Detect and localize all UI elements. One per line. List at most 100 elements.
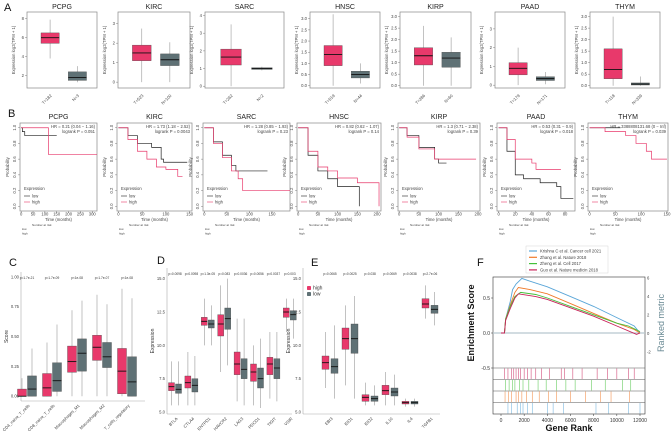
x-tick-label: 60 <box>546 212 551 217</box>
km-curve-high <box>298 127 380 207</box>
risk-row-label-high: high <box>400 232 406 236</box>
x-tick-label: T_cells_regulatory <box>103 403 131 431</box>
y-tick-label: 0.0 <box>580 203 585 209</box>
panel-label-b: B <box>8 108 15 120</box>
y-tick-label: 1.0 <box>109 124 114 130</box>
x-tick-label: 0 <box>500 418 503 424</box>
box-high-box <box>250 363 257 382</box>
y-tick-label: 1.00 <box>11 274 20 279</box>
chart-title: PAAD <box>527 114 546 121</box>
box-high-box <box>283 307 290 318</box>
y-tick-label: 1 <box>113 60 116 65</box>
logrank-p-text: logrank P = 0.0043 <box>155 129 191 134</box>
panel-label-e: E <box>311 257 318 269</box>
x-tick-label: HAVCR2 <box>213 416 229 432</box>
y-tick-label: 2.5 <box>391 26 397 31</box>
p-value-label: p=0.0098 <box>185 272 199 276</box>
km-curve-high <box>204 127 290 191</box>
legend-swatch-low <box>307 292 311 296</box>
risk-row-label-low: low <box>499 227 504 231</box>
y-tick-label: 4 <box>22 54 25 59</box>
legend-title: Expression <box>121 186 142 191</box>
legend-label-high: high <box>313 286 323 292</box>
risk-table-title: Number at risk <box>509 223 529 227</box>
y-tick-label: 0.25 <box>11 364 20 369</box>
y-tick-label: 0.0 <box>109 203 114 209</box>
y-tick-label: 1.0 <box>489 124 494 130</box>
y-tick-label: 0.6 <box>390 156 395 162</box>
x-tick-label: 40 <box>530 212 535 217</box>
box-high-box <box>421 298 430 309</box>
x-tick-label: LAG3 <box>233 416 245 428</box>
x-tick-label: 0 <box>398 212 401 217</box>
hazard-ratio-text: HR = 1.28 (0.85 − 1.93) <box>244 124 289 129</box>
plot-frame <box>309 11 381 89</box>
y-tick-label: 3 <box>200 31 203 36</box>
box-tumor-box <box>323 45 343 66</box>
panel-b-pcpg: PCPG Probability Time (months) 0.0 0.2 0.4 0.6… <box>5 114 98 236</box>
y2-tick-label: 2 <box>647 313 650 318</box>
y-tick-label: 0.5 <box>391 72 397 77</box>
x-tick-label: 4000 <box>542 418 553 424</box>
km-curve-low <box>204 127 268 172</box>
y-tick-label: 0.2 <box>195 187 200 193</box>
chart-title: KIRC <box>146 4 163 11</box>
y-tick-label: 3.0 <box>391 14 397 19</box>
y-tick-label: 0.0 <box>391 83 397 88</box>
risk-row-label-high: high <box>499 232 505 236</box>
y-tick-label: 0 <box>490 83 493 88</box>
x-tick-label: 200 <box>475 212 483 217</box>
y-tick-label: 2.0 <box>301 38 307 43</box>
km-curve-high <box>589 127 667 160</box>
plot-frame <box>587 122 669 212</box>
logrank-p-text: logrank P = 0.23 <box>257 129 288 134</box>
panel-a-kirp: KIRP Expression log2(TPM + 1) 0.0 0.5 1.0 1.5… <box>384 4 472 105</box>
x-tick-label: 50 <box>31 212 36 217</box>
x-axis-label: Time (months) <box>141 217 168 222</box>
y-axis-label: Score <box>4 330 10 343</box>
chart-title: SARC <box>237 114 256 121</box>
y-tick-label: 0.5 <box>581 72 587 77</box>
chart-title: KIRP <box>431 114 448 121</box>
y-tick-label: 0.6 <box>489 156 494 162</box>
y-tick-label: 1.5 <box>301 50 307 55</box>
p-value-label: p=0.0037 <box>267 272 281 276</box>
y-tick-label: 2 <box>200 48 203 53</box>
y-tick-label: 1.0 <box>289 124 294 130</box>
box-high-box <box>92 335 102 361</box>
box-high-box <box>184 375 192 389</box>
x-tick-label: 100 <box>41 212 49 217</box>
risk-row-label-high: high <box>299 232 305 236</box>
hazard-ratio-text: HR = 0.82 (0.62 − 1.07) <box>335 124 380 129</box>
y-axis-label: Expression log2(TPM + 1) <box>574 25 579 74</box>
y-tick-label: 0.8 <box>289 140 294 146</box>
box-high-box <box>42 373 52 397</box>
y-tick-label: 0.8 <box>390 140 395 146</box>
chart-title: PCPG <box>52 4 72 11</box>
plot-frame <box>19 122 98 212</box>
plot-frame <box>494 11 566 89</box>
y-tick-label: 1.0 <box>390 124 395 130</box>
y-tick-label: 1.0 <box>12 124 17 130</box>
x-tick-label: 200 <box>65 212 73 217</box>
risk-table-title: Number at risk <box>32 223 52 227</box>
y2-tick-label: 0 <box>647 331 650 336</box>
y-tick-label: 0.8 <box>580 140 585 146</box>
box-low-box <box>273 358 281 379</box>
legend-label-low: low <box>32 193 39 198</box>
y-tick-label: 0 <box>200 84 203 89</box>
y-tick-label: 0.6 <box>195 156 200 162</box>
y-tick-label: 0.4 <box>289 171 294 177</box>
x-tick-label: 0 <box>497 212 500 217</box>
x-tick-label: 200 <box>374 212 382 217</box>
panel-b-sarc: SARC Probability Time (months) 0.0 0.2 0.4 0.6… <box>188 114 291 236</box>
risk-table-title: Number at risk <box>129 223 149 227</box>
box-normal-box <box>441 52 461 68</box>
y2-tick-label: -2 <box>647 350 651 355</box>
panel-b-thym: THYM Probability Time (months) 0.0 0.2 0.4 0.6… <box>573 114 671 236</box>
plot-frame <box>399 11 472 89</box>
x-tick-label: T=118 <box>604 93 616 105</box>
panel-label-f: F <box>477 257 484 269</box>
